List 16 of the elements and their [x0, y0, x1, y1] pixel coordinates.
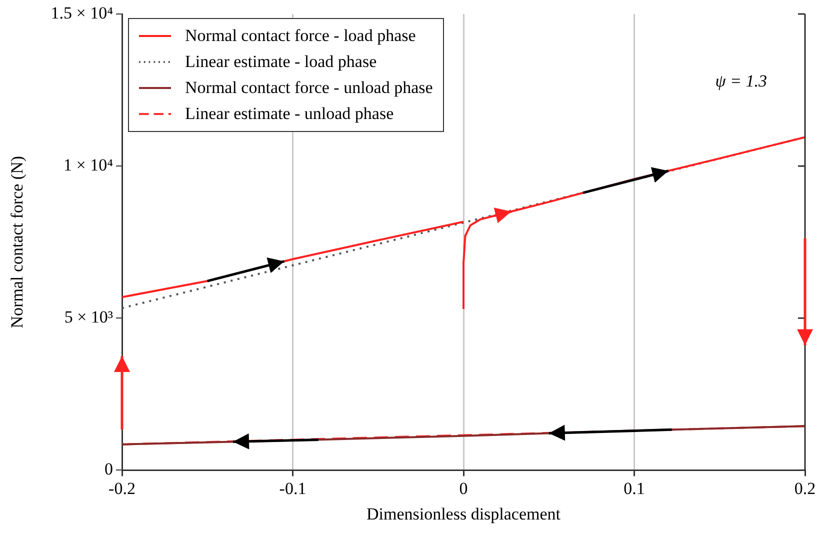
y-tick-label: 5 × 10³	[64, 308, 113, 327]
x-tick-label: -0.1	[279, 478, 306, 498]
y-axis-title: Normal contact force (N)	[8, 156, 27, 328]
x-axis-title: Dimensionless displacement	[366, 504, 561, 524]
x-tick-label: 0.2	[794, 478, 816, 498]
x-tick-label: 0	[459, 478, 468, 498]
y-tick-label: 1.5 × 10⁴	[50, 3, 114, 22]
legend-label: Normal contact force - unload phase	[185, 78, 433, 98]
legend-label: Normal contact force - load phase	[185, 26, 416, 46]
x-tick-label: -0.2	[108, 478, 136, 498]
x-tick-label: 0.1	[624, 478, 645, 498]
y-tick-label: 0	[104, 460, 113, 479]
annotation: ψ = 1.3	[715, 71, 767, 90]
y-tick-label: 1 × 10⁴	[63, 156, 114, 175]
legend-label: Linear estimate - unload phase	[185, 104, 394, 124]
legend-label: Linear estimate - load phase	[185, 52, 377, 72]
